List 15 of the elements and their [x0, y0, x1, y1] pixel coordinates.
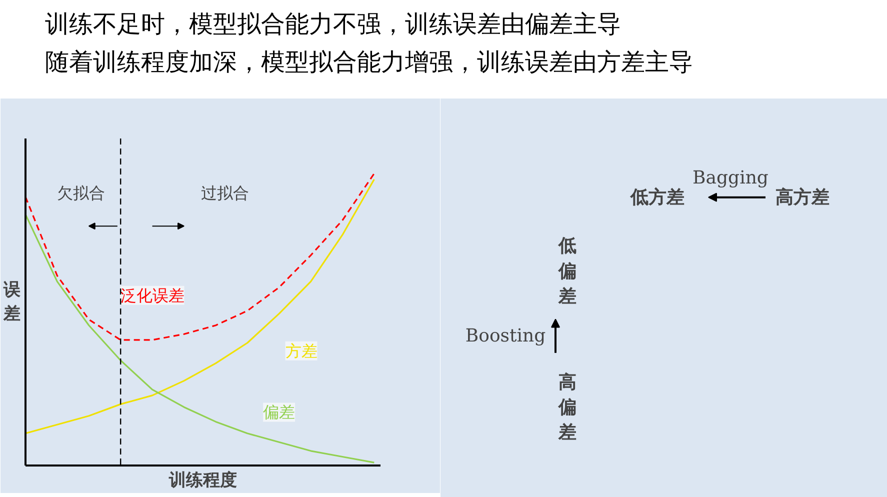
series-label: 方差: [285, 341, 318, 360]
chart-subtitle: 随着训练程度加深，模型拟合能力增强，训练误差由方差主导: [45, 47, 693, 78]
text: 高偏差: [558, 372, 576, 444]
text: Bagging: [692, 168, 768, 189]
annotation: 欠拟合: [56, 184, 105, 203]
series-label: 泛化误差: [120, 286, 184, 305]
x-axis-title: 训练程度: [168, 470, 237, 490]
annotation: 过拟合: [201, 184, 250, 203]
series-label: 偏差: [263, 402, 296, 422]
y-axis-title: 误差: [2, 280, 22, 324]
text: 低偏差: [558, 236, 576, 307]
text: Boosting: [465, 326, 546, 347]
text: 高方差: [776, 186, 830, 208]
chart-title: 训练不足时，模型拟合能力不强，训练误差由偏差主导: [45, 9, 622, 40]
text: 低方差: [630, 186, 684, 208]
